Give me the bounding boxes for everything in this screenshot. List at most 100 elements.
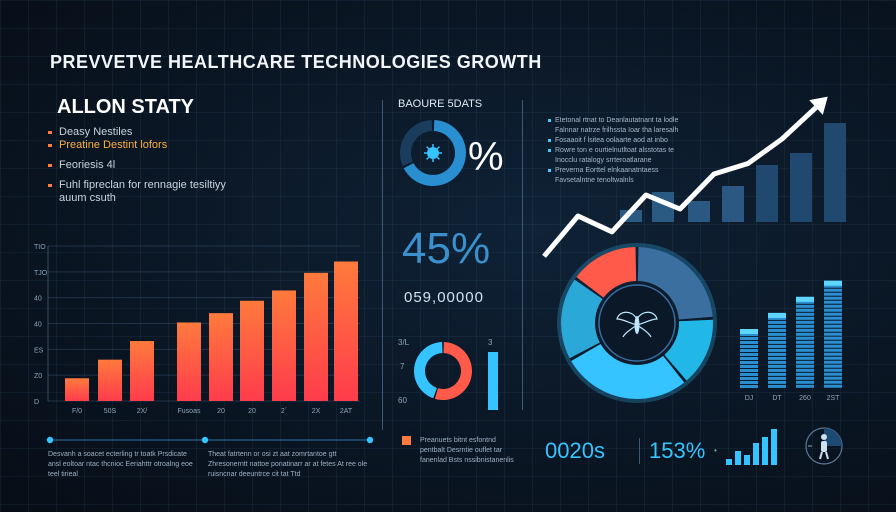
note-item: Preverna Eorttel elnkaanatntaess: [548, 166, 683, 176]
y-tick-label: ES: [34, 347, 44, 354]
stat-b-bullet: •: [714, 446, 717, 455]
legend-text: Preanuets bitnt esfontnd pentbalt Desrnt…: [420, 437, 514, 464]
donut-glow: [557, 243, 717, 403]
left-panel-title: ALLON STATY: [57, 96, 195, 118]
trend-chart: [542, 96, 846, 258]
bar: [272, 290, 296, 401]
bar: [334, 261, 358, 401]
pie-slice: [576, 247, 637, 298]
stat-a: 0020s: [545, 438, 605, 463]
bar: [756, 165, 778, 222]
bar: [735, 451, 741, 465]
note-item: Favsetalntne tenoltwalnls: [555, 177, 634, 184]
panel-divider: [382, 100, 383, 430]
timeline-dot: [201, 436, 209, 444]
pie-slice: [561, 279, 603, 359]
timeline-dot: [366, 436, 374, 444]
pie-slice: [637, 247, 713, 320]
x-tick-label: Fusoas: [178, 408, 201, 415]
note-item: Inocclu ratalogy srrteroatlarane: [555, 157, 652, 164]
bar: [824, 123, 846, 222]
y-tick-label: 40: [34, 296, 42, 303]
mini-bar-chart: [726, 429, 777, 465]
panel-divider: [522, 100, 523, 410]
pie-slice: [400, 120, 433, 166]
bullet-item: Fuhl fipreclan for rennagie tesiltiyy au…: [47, 179, 247, 205]
y-tick-label: TIO: [34, 244, 46, 251]
x-tick-label: 2AT: [340, 408, 353, 415]
bar: [762, 437, 768, 465]
bar: [304, 272, 328, 401]
stat-divider: [639, 438, 640, 464]
pie-slice: [664, 319, 713, 381]
bar: [240, 300, 264, 401]
x-tick-label: 2ST: [827, 395, 841, 402]
stat-b: 153%: [649, 438, 706, 463]
footer-note-left: Desvanh a soacet ecterling tr toatk Prsd…: [48, 451, 193, 478]
bar: [488, 352, 498, 410]
bar: [768, 312, 786, 388]
right-notes-list: Etetonal rtnat to Deanlautatnant ta lodl…: [548, 116, 683, 186]
middle-panel-title: BAOURE 5DATS: [398, 98, 483, 110]
bar: [726, 459, 732, 465]
bar: [130, 341, 154, 401]
y-tick-label: D: [34, 399, 39, 406]
bar: [796, 296, 814, 388]
bar: [744, 455, 750, 465]
pie-slice: [571, 343, 685, 399]
note-item: Etetonal rtnat to Deanlautatnant ta lodl…: [548, 116, 683, 126]
bar: [740, 329, 758, 388]
y-tick-label: 40: [34, 322, 42, 329]
left-bullet-list: Deasy Nestiles Preatine Destint lofors Feo…: [47, 126, 247, 205]
y-tick-label: Z0: [34, 373, 42, 380]
legend-swatch: [402, 436, 411, 445]
big-stat-number: 059,00000: [404, 289, 484, 306]
y-tick-label: TJO: [34, 270, 48, 277]
timeline-line: [46, 436, 374, 444]
pie-slice: [403, 120, 466, 186]
bar: [824, 280, 842, 388]
pie-slice: [434, 342, 472, 400]
x-tick-label: 2X: [312, 408, 321, 415]
mini-label: 3: [488, 338, 493, 347]
bar: [790, 153, 812, 222]
donut-small-bottom: [414, 342, 472, 400]
x-tick-label: 20: [217, 408, 225, 415]
bar: [771, 429, 777, 465]
donut-small-top: [400, 120, 466, 186]
x-tick-label: 2X/: [137, 408, 148, 415]
series-line: [542, 105, 818, 258]
x-tick-label: 260: [799, 395, 811, 402]
x-tick-label: 50S: [104, 408, 117, 415]
bullet-item: Preatine Destint lofors: [47, 139, 247, 152]
x-tick-label: DT: [772, 395, 782, 402]
right-bar-chart: DJ DT 260 2ST: [740, 280, 842, 402]
person-gauge-icon: [805, 427, 843, 465]
bullet-item: Deasy Nestiles: [47, 126, 247, 139]
x-tick-label: 20: [248, 408, 256, 415]
pie-slice: [414, 342, 443, 399]
bar: [209, 313, 233, 401]
chip-icon: [424, 144, 442, 162]
mini-label: 7: [400, 362, 405, 371]
timeline-dot: [46, 436, 54, 444]
mini-label: 3/L: [398, 338, 410, 347]
bar: [177, 322, 201, 401]
x-tick-label: F/0: [72, 408, 82, 415]
footer-note-right: Theat fatrtenn or osi zt aat zomrtantoe …: [208, 451, 368, 478]
mini-label: 60: [398, 396, 407, 405]
note-item: Falnnar natrze frilhssta Ioar tha laresa…: [555, 127, 679, 134]
x-tick-label: 2´: [281, 408, 287, 415]
winged-emblem-icon: [616, 311, 658, 338]
arrow-head-icon: [809, 96, 828, 115]
donut-percent-label: %: [468, 135, 504, 179]
bar: [688, 201, 710, 222]
donut-main: [557, 243, 717, 403]
note-item: Fosaaoit f lsitea oolaarte aod at inbo: [548, 136, 683, 146]
big-stat-value: 45%: [402, 224, 491, 273]
x-tick-label: DJ: [745, 395, 754, 402]
bar: [722, 186, 744, 222]
left-bar-chart: TIO TJO 40 40 ES Z0 D F/0 50S 2X/Fusoas 20 20 2´ 2X 2A…: [34, 244, 360, 415]
bar: [98, 359, 122, 401]
